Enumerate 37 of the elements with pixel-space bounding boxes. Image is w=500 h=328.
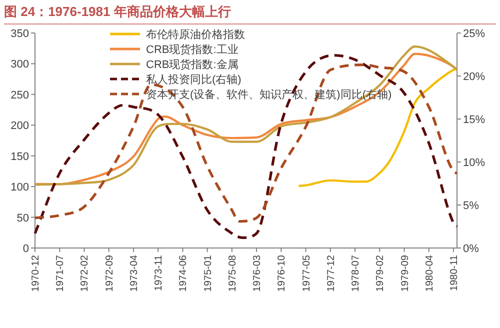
x-tick-label: 1971-07 — [55, 254, 66, 292]
legend-label: 布伦特原油价格指数 — [146, 28, 245, 41]
y2-tick-label: 10% — [463, 157, 486, 169]
x-tick-label: 1974-06 — [178, 254, 190, 292]
y2-tick-label: 25% — [463, 28, 486, 40]
x-tick-label: 1975-08 — [227, 254, 238, 292]
x-tick-label: 1973-04 — [128, 254, 140, 292]
y2-tick-label: 0% — [463, 243, 480, 255]
x-tick-label: 1979-09 — [400, 254, 411, 292]
y2-tick-label: 15% — [463, 114, 486, 126]
legend-label: CRB现货指数:工业 — [146, 43, 238, 56]
legend-label: CRB现货指数:金属 — [146, 59, 238, 71]
x-tick-label: 1972-02 — [80, 254, 91, 292]
x-tick-label: 1976-03 — [252, 254, 264, 292]
y-tick-label: 50 — [16, 212, 29, 224]
x-tick-label: 1977-05 — [301, 254, 312, 292]
x-tick-label: 1979-02 — [375, 254, 386, 292]
x-tick-label: 1980-11 — [448, 254, 460, 291]
chart-title: 图 24：1976-1981 年商品价格大幅上行 — [4, 4, 231, 19]
y-tick-label: 300 — [10, 58, 29, 71]
y2-tick-label: 5% — [463, 200, 480, 212]
x-tick-label: 1976-10 — [276, 254, 288, 292]
y-tick-label: 100 — [10, 182, 29, 194]
y-tick-label: 150 — [10, 150, 29, 163]
x-tick-label: 1978-07 — [350, 254, 362, 292]
x-tick-label: 1970-12 — [30, 254, 42, 292]
y2-tick-label: 20% — [463, 71, 486, 83]
y-tick-label: 250 — [10, 89, 29, 102]
x-tick-label: 1977-12 — [326, 254, 337, 292]
legend-label: 私人投资同比(右轴) — [146, 73, 242, 86]
x-tick-label: 1975-01 — [202, 254, 214, 292]
x-tick-label: 1973-11 — [154, 254, 165, 291]
y-tick-label: 350 — [10, 28, 29, 40]
y-tick-label: 200 — [10, 120, 29, 132]
x-tick-label: 1980-04 — [424, 254, 436, 292]
x-tick-label: 1972-09 — [104, 254, 116, 292]
y-tick-label: 0 — [22, 243, 29, 255]
